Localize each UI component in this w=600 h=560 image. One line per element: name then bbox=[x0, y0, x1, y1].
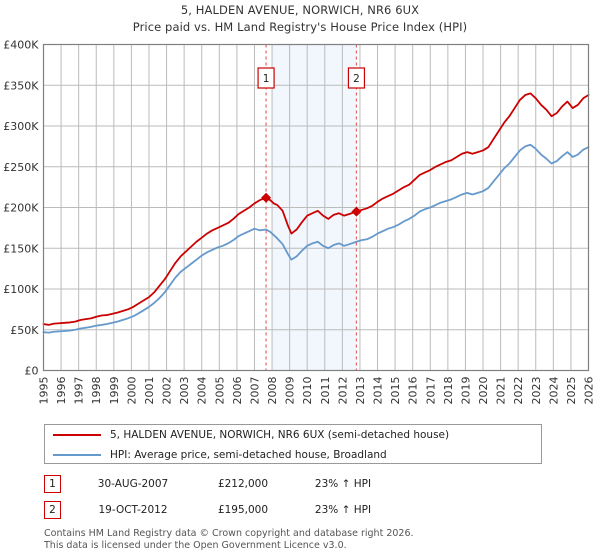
legend-swatch-hpi bbox=[53, 454, 101, 456]
svg-text:£300K: £300K bbox=[3, 120, 39, 133]
copyright-footer: Contains HM Land Registry data © Crown c… bbox=[44, 528, 564, 551]
transaction-index-badge: 2 bbox=[44, 501, 61, 519]
svg-text:£400K: £400K bbox=[3, 39, 39, 52]
svg-text:2012: 2012 bbox=[336, 377, 349, 405]
svg-text:1997: 1997 bbox=[73, 377, 86, 405]
transaction-date: 19-OCT-2012 bbox=[98, 504, 168, 516]
svg-text:£100K: £100K bbox=[3, 283, 39, 296]
svg-text:2024: 2024 bbox=[547, 377, 560, 405]
svg-text:2019: 2019 bbox=[459, 377, 472, 405]
svg-text:2000: 2000 bbox=[125, 377, 138, 405]
chart-series-lines bbox=[42, 92, 590, 334]
transaction-price: £212,000 bbox=[217, 478, 269, 490]
svg-text:1: 1 bbox=[263, 73, 270, 85]
svg-text:2010: 2010 bbox=[301, 377, 314, 405]
x-axis-labels: 1995 1996 1997 1998 1999 2000 2001 2002 2003 2004… bbox=[38, 377, 596, 405]
svg-text:2017: 2017 bbox=[424, 377, 437, 405]
svg-text:2011: 2011 bbox=[319, 377, 332, 405]
transaction-hpi-delta: 23% ↑ HPI bbox=[314, 478, 372, 490]
transaction-index-badge: 1 bbox=[44, 475, 61, 493]
svg-text:2023: 2023 bbox=[530, 377, 543, 405]
svg-text:1996: 1996 bbox=[55, 377, 68, 405]
chart-plot-area: £0 £50K £100K £150K £200K £250K £300K £350K £400… bbox=[3, 39, 596, 405]
transaction-price: £195,000 bbox=[217, 504, 269, 516]
legend-label-property: 5, HALDEN AVENUE, NORWICH, NR6 6UX (semi… bbox=[110, 429, 450, 441]
svg-text:2003: 2003 bbox=[178, 377, 191, 405]
legend-label-hpi: HPI: Average price, semi-detached house,… bbox=[110, 449, 387, 461]
svg-text:£200K: £200K bbox=[3, 202, 39, 215]
svg-text:2001: 2001 bbox=[143, 377, 156, 405]
svg-text:2004: 2004 bbox=[196, 377, 209, 405]
footer-line-1: Contains HM Land Registry data © Crown c… bbox=[44, 528, 414, 539]
legend-item-property: 5, HALDEN AVENUE, NORWICH, NR6 6UX (semi… bbox=[45, 425, 541, 445]
svg-text:2016: 2016 bbox=[407, 377, 420, 405]
svg-text:2013: 2013 bbox=[354, 377, 367, 405]
svg-text:2018: 2018 bbox=[442, 377, 455, 405]
svg-text:2025: 2025 bbox=[565, 377, 578, 405]
svg-text:2002: 2002 bbox=[161, 377, 174, 405]
legend-swatch-property bbox=[53, 434, 101, 436]
svg-text:2008: 2008 bbox=[266, 377, 279, 405]
svg-text:2007: 2007 bbox=[248, 377, 261, 405]
page-subtitle: Price paid vs. HM Land Registry's House … bbox=[132, 20, 468, 34]
svg-text:£0: £0 bbox=[25, 365, 39, 378]
y-axis-labels: £0 £50K £100K £150K £200K £250K £300K £350K £400… bbox=[3, 39, 39, 378]
chart-axes bbox=[42, 43, 590, 372]
svg-text:£250K: £250K bbox=[3, 161, 39, 174]
svg-text:2006: 2006 bbox=[231, 377, 244, 405]
svg-text:2015: 2015 bbox=[389, 377, 402, 405]
svg-text:2026: 2026 bbox=[583, 377, 596, 405]
svg-text:2005: 2005 bbox=[213, 377, 226, 405]
transaction-hpi-delta: 23% ↑ HPI bbox=[314, 504, 372, 516]
svg-text:£150K: £150K bbox=[3, 242, 39, 255]
transaction-row[interactable]: 2 19-OCT-2012 £195,000 23% ↑ HPI bbox=[44, 500, 393, 520]
svg-text:1995: 1995 bbox=[38, 377, 51, 405]
svg-text:£50K: £50K bbox=[10, 324, 39, 337]
transaction-row[interactable]: 1 30-AUG-2007 £212,000 23% ↑ HPI bbox=[44, 474, 393, 494]
svg-text:1999: 1999 bbox=[108, 377, 121, 405]
svg-text:2020: 2020 bbox=[477, 377, 490, 405]
chart-legend: 5, HALDEN AVENUE, NORWICH, NR6 6UX (semi… bbox=[44, 424, 542, 464]
svg-text:£350K: £350K bbox=[3, 79, 39, 92]
footer-line-2: This data is licensed under the Open Gov… bbox=[44, 539, 347, 551]
svg-text:2022: 2022 bbox=[512, 377, 525, 405]
svg-text:2009: 2009 bbox=[284, 377, 297, 405]
page-title: 5, HALDEN AVENUE, NORWICH, NR6 6UX bbox=[180, 3, 420, 17]
svg-text:2021: 2021 bbox=[495, 377, 508, 405]
transaction-date: 30-AUG-2007 bbox=[97, 478, 169, 490]
svg-text:2014: 2014 bbox=[372, 377, 385, 405]
legend-item-hpi: HPI: Average price, semi-detached house,… bbox=[45, 445, 541, 465]
svg-text:1998: 1998 bbox=[90, 377, 103, 405]
svg-text:2: 2 bbox=[353, 73, 360, 85]
